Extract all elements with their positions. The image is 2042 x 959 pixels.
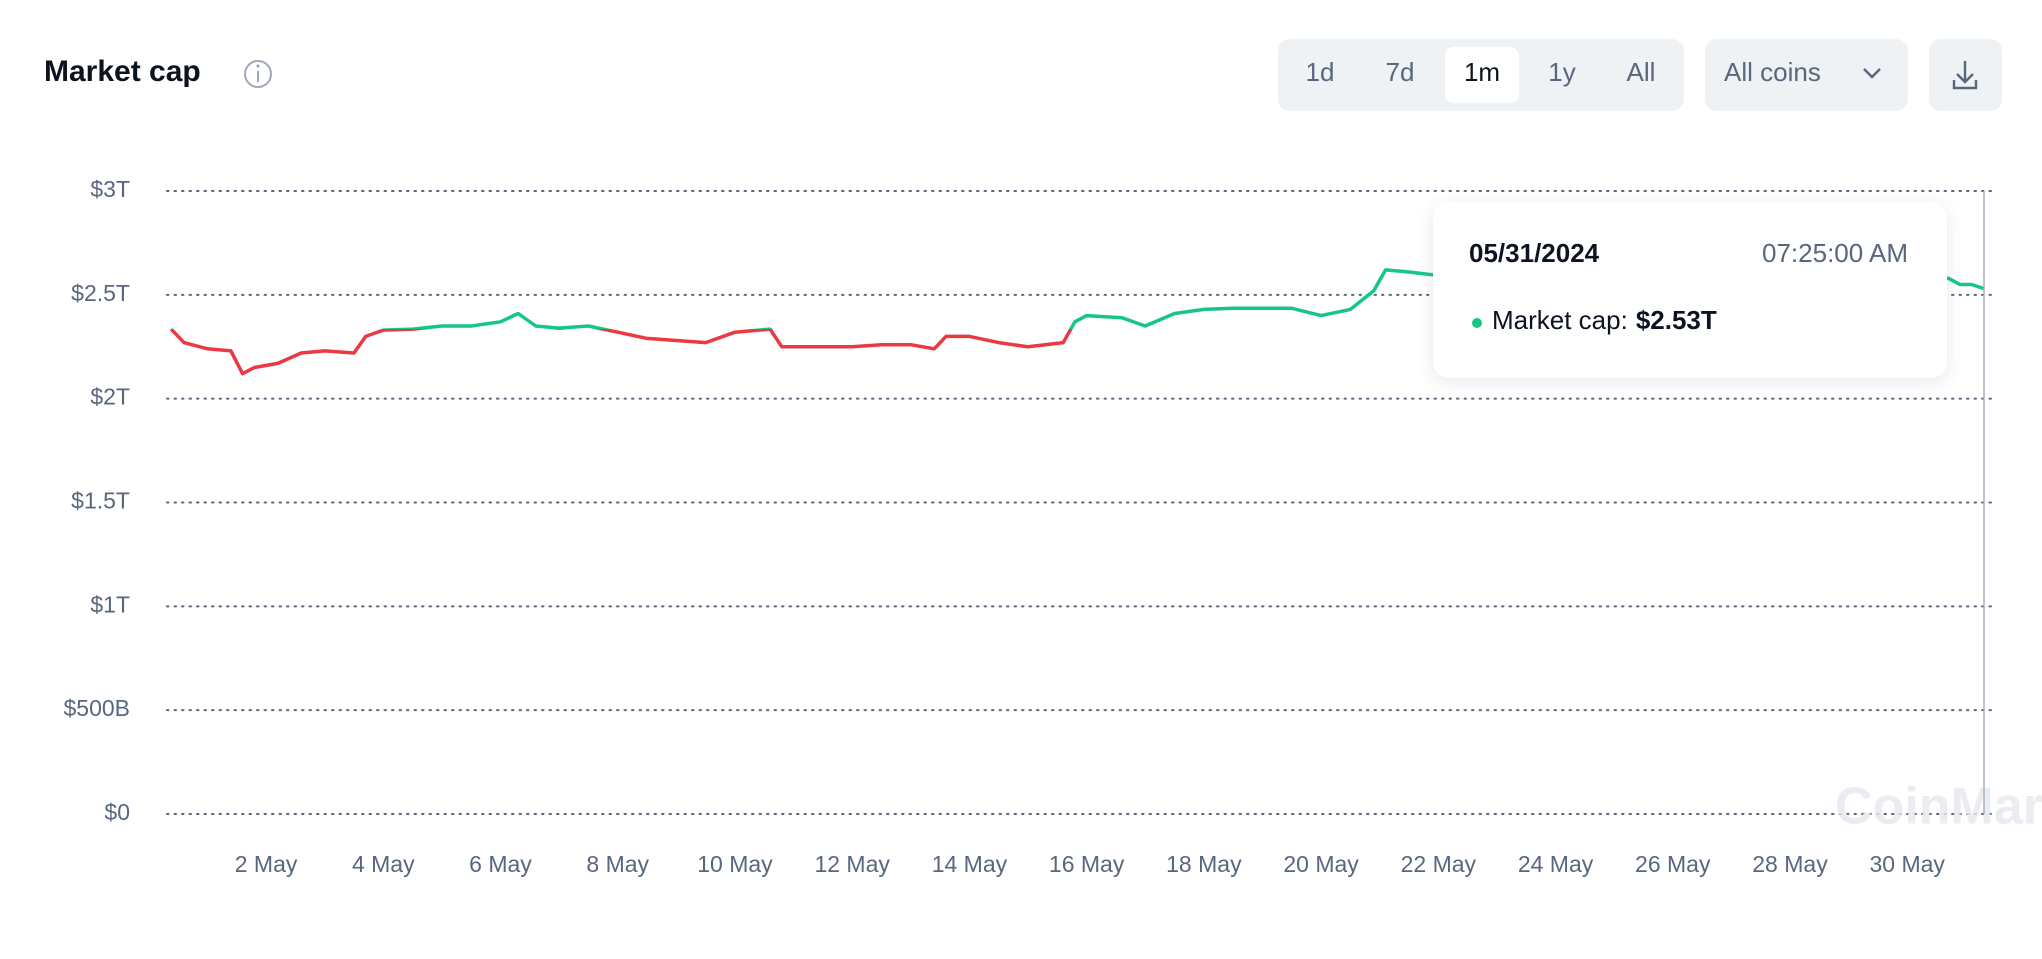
tooltip-box: [1433, 202, 1947, 378]
range-button[interactable]: 1y: [1548, 57, 1575, 87]
title: Market cap: [44, 55, 201, 88]
x-tick-label: 2 May: [235, 851, 298, 877]
coin-filter[interactable]: All coins: [1705, 39, 1908, 111]
y-tick-label: $1.5T: [71, 488, 130, 514]
x-tick-label: 18 May: [1166, 851, 1242, 877]
y-tick-label: $3T: [90, 176, 130, 202]
x-tick-label: 16 May: [1049, 851, 1125, 877]
x-tick-label: 24 May: [1518, 851, 1594, 877]
download-button[interactable]: [1929, 39, 2002, 111]
x-tick-label: 22 May: [1401, 851, 1477, 877]
info-icon[interactable]: [244, 60, 272, 88]
range-button[interactable]: All: [1627, 57, 1656, 87]
tooltip-date: 05/31/2024: [1469, 238, 1600, 268]
x-tick-label: 12 May: [814, 851, 890, 877]
y-tick-label: $500B: [63, 695, 130, 721]
y-tick-label: $2T: [90, 384, 130, 410]
x-tick-label: 28 May: [1752, 851, 1828, 877]
x-tick-label: 8 May: [586, 851, 649, 877]
range-selected-bg: [1445, 47, 1519, 103]
x-tick-label: 30 May: [1869, 851, 1945, 877]
x-tick-label: 26 May: [1635, 851, 1711, 877]
x-tick-label: 10 May: [697, 851, 773, 877]
tooltip-dot: [1472, 318, 1482, 328]
y-tick-label: $1T: [90, 591, 130, 617]
tooltip-time: 07:25:00 AM: [1762, 238, 1908, 268]
coin-filter-label: All coins: [1724, 57, 1821, 87]
range-button[interactable]: 7d: [1386, 57, 1415, 87]
tooltip-value: $2.53T: [1636, 305, 1717, 335]
range-button[interactable]: 1d: [1306, 57, 1335, 87]
watermark: CoinMarketCap: [1835, 778, 2042, 836]
y-tick-label: $2.5T: [71, 280, 130, 306]
x-tick-label: 20 May: [1283, 851, 1359, 877]
range-button[interactable]: 1m: [1464, 57, 1500, 87]
x-tick-label: 14 May: [932, 851, 1008, 877]
x-tick-label: 4 May: [352, 851, 415, 877]
x-tick-label: 6 May: [469, 851, 532, 877]
tooltip-label: Market cap:: [1492, 305, 1628, 335]
y-tick-label: $0: [104, 799, 130, 825]
